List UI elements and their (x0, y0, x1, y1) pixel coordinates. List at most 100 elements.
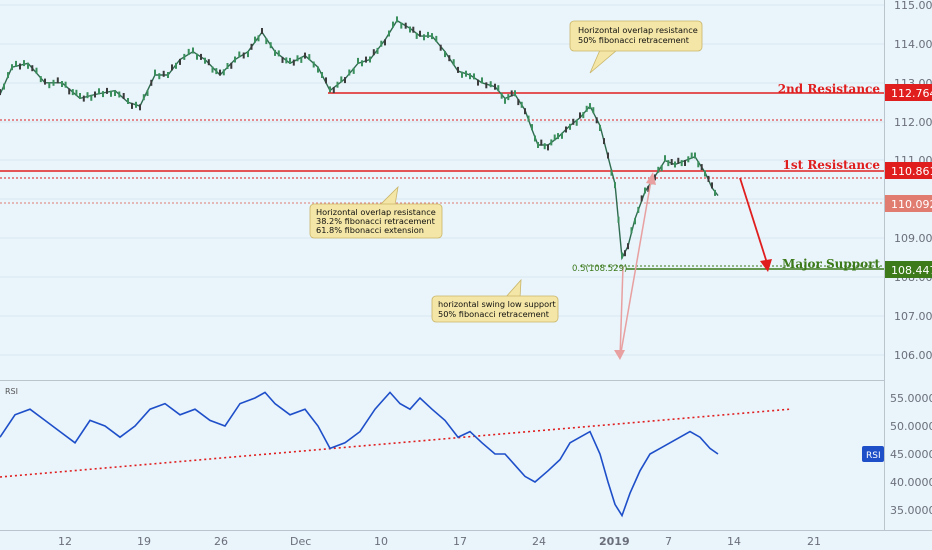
candle (106, 87, 108, 94)
candle (296, 55, 299, 62)
candle (369, 56, 371, 63)
candle (400, 22, 403, 29)
rsi-badge (862, 446, 884, 462)
candle (250, 43, 253, 50)
major-support-label: Major Support (782, 257, 880, 271)
candle (207, 59, 210, 66)
callout-top-line: 50% fibonacci retracement (578, 35, 690, 45)
candle (317, 66, 319, 73)
candle (711, 182, 713, 189)
candle (465, 70, 467, 77)
candle (68, 88, 71, 95)
candle (247, 51, 249, 58)
candle (162, 70, 165, 77)
candle (457, 66, 459, 73)
candle (694, 152, 696, 159)
candle (171, 64, 173, 71)
candle (517, 99, 520, 106)
time-tick: 17 (453, 535, 467, 548)
fib-swing-down (619, 265, 624, 359)
candle (670, 159, 673, 165)
time-tick: 10 (374, 535, 388, 548)
candle (520, 101, 523, 108)
callout-middle: Horizontal overlap resistance 38.2% fibo… (309, 185, 443, 239)
candle (183, 53, 186, 60)
rsi-tick: 50.0000 (890, 420, 932, 433)
candle (75, 89, 78, 96)
candle (575, 119, 578, 126)
candle (321, 72, 323, 78)
candle (35, 67, 38, 74)
candle (697, 161, 700, 168)
candle (226, 63, 229, 69)
price-tag-2nd-resistance: 112.764 (891, 87, 932, 100)
candle (427, 31, 429, 38)
candle (122, 93, 125, 99)
candle (384, 39, 386, 46)
candle (481, 77, 483, 84)
candle (494, 83, 496, 90)
price-tick: 115.000 (894, 0, 932, 12)
time-tick: 7 (665, 535, 672, 548)
price-axis: 115.000 114.000 113.000 112.000 111.000 … (894, 0, 932, 362)
price-tag-major-support: 108.447 (891, 264, 932, 277)
candle (23, 60, 25, 67)
candle (98, 88, 100, 95)
candle (431, 33, 433, 40)
price-tag-bg (885, 261, 932, 278)
candle (537, 142, 539, 148)
time-tick: 19 (137, 535, 151, 548)
candle (592, 107, 595, 114)
candle (419, 30, 421, 37)
time-tick: 14 (727, 535, 741, 548)
candle (617, 216, 620, 223)
callout-top: Horizontal overlap resistance 50% fibona… (569, 20, 703, 74)
price-pane (0, 0, 884, 380)
candle (94, 91, 96, 98)
candle (257, 35, 260, 42)
candle (657, 166, 660, 173)
candle (300, 56, 303, 63)
candle (448, 55, 451, 62)
candle (477, 79, 479, 86)
candle (261, 28, 263, 34)
price-tag-bg (885, 84, 932, 101)
rsi-title: RSI (5, 387, 18, 396)
candle (392, 21, 394, 28)
candle (27, 62, 29, 69)
rsi-axis: 55.0000 50.0000 45.0000 40.0000 35.0000 (890, 392, 932, 517)
candle (357, 57, 359, 64)
candle (595, 117, 598, 124)
candle (624, 250, 626, 257)
candle (265, 38, 268, 45)
candle (230, 62, 233, 69)
candle (412, 26, 415, 33)
candle (569, 123, 571, 130)
candle (52, 79, 55, 86)
second-resistance-label: 2nd Resistance (778, 82, 881, 96)
candle (687, 156, 690, 163)
candle (561, 132, 563, 139)
candle (281, 56, 284, 63)
candle (637, 206, 640, 213)
candle (409, 26, 411, 33)
candle (489, 81, 492, 88)
candle (582, 112, 585, 119)
candle (56, 77, 59, 84)
candle (102, 91, 104, 98)
candle (388, 30, 390, 37)
candle (439, 44, 442, 51)
candle (254, 36, 256, 43)
candle (497, 85, 500, 92)
callout-middle-line: 61.8% fibonacci extension (316, 225, 424, 235)
candle (0, 89, 1, 96)
candle (415, 32, 418, 39)
candle (332, 87, 335, 94)
candle (644, 187, 646, 194)
candle (614, 182, 616, 189)
candle (700, 164, 703, 171)
time-tick: 26 (214, 535, 228, 548)
candle (269, 42, 272, 49)
candle (543, 143, 546, 150)
candle (707, 175, 710, 182)
